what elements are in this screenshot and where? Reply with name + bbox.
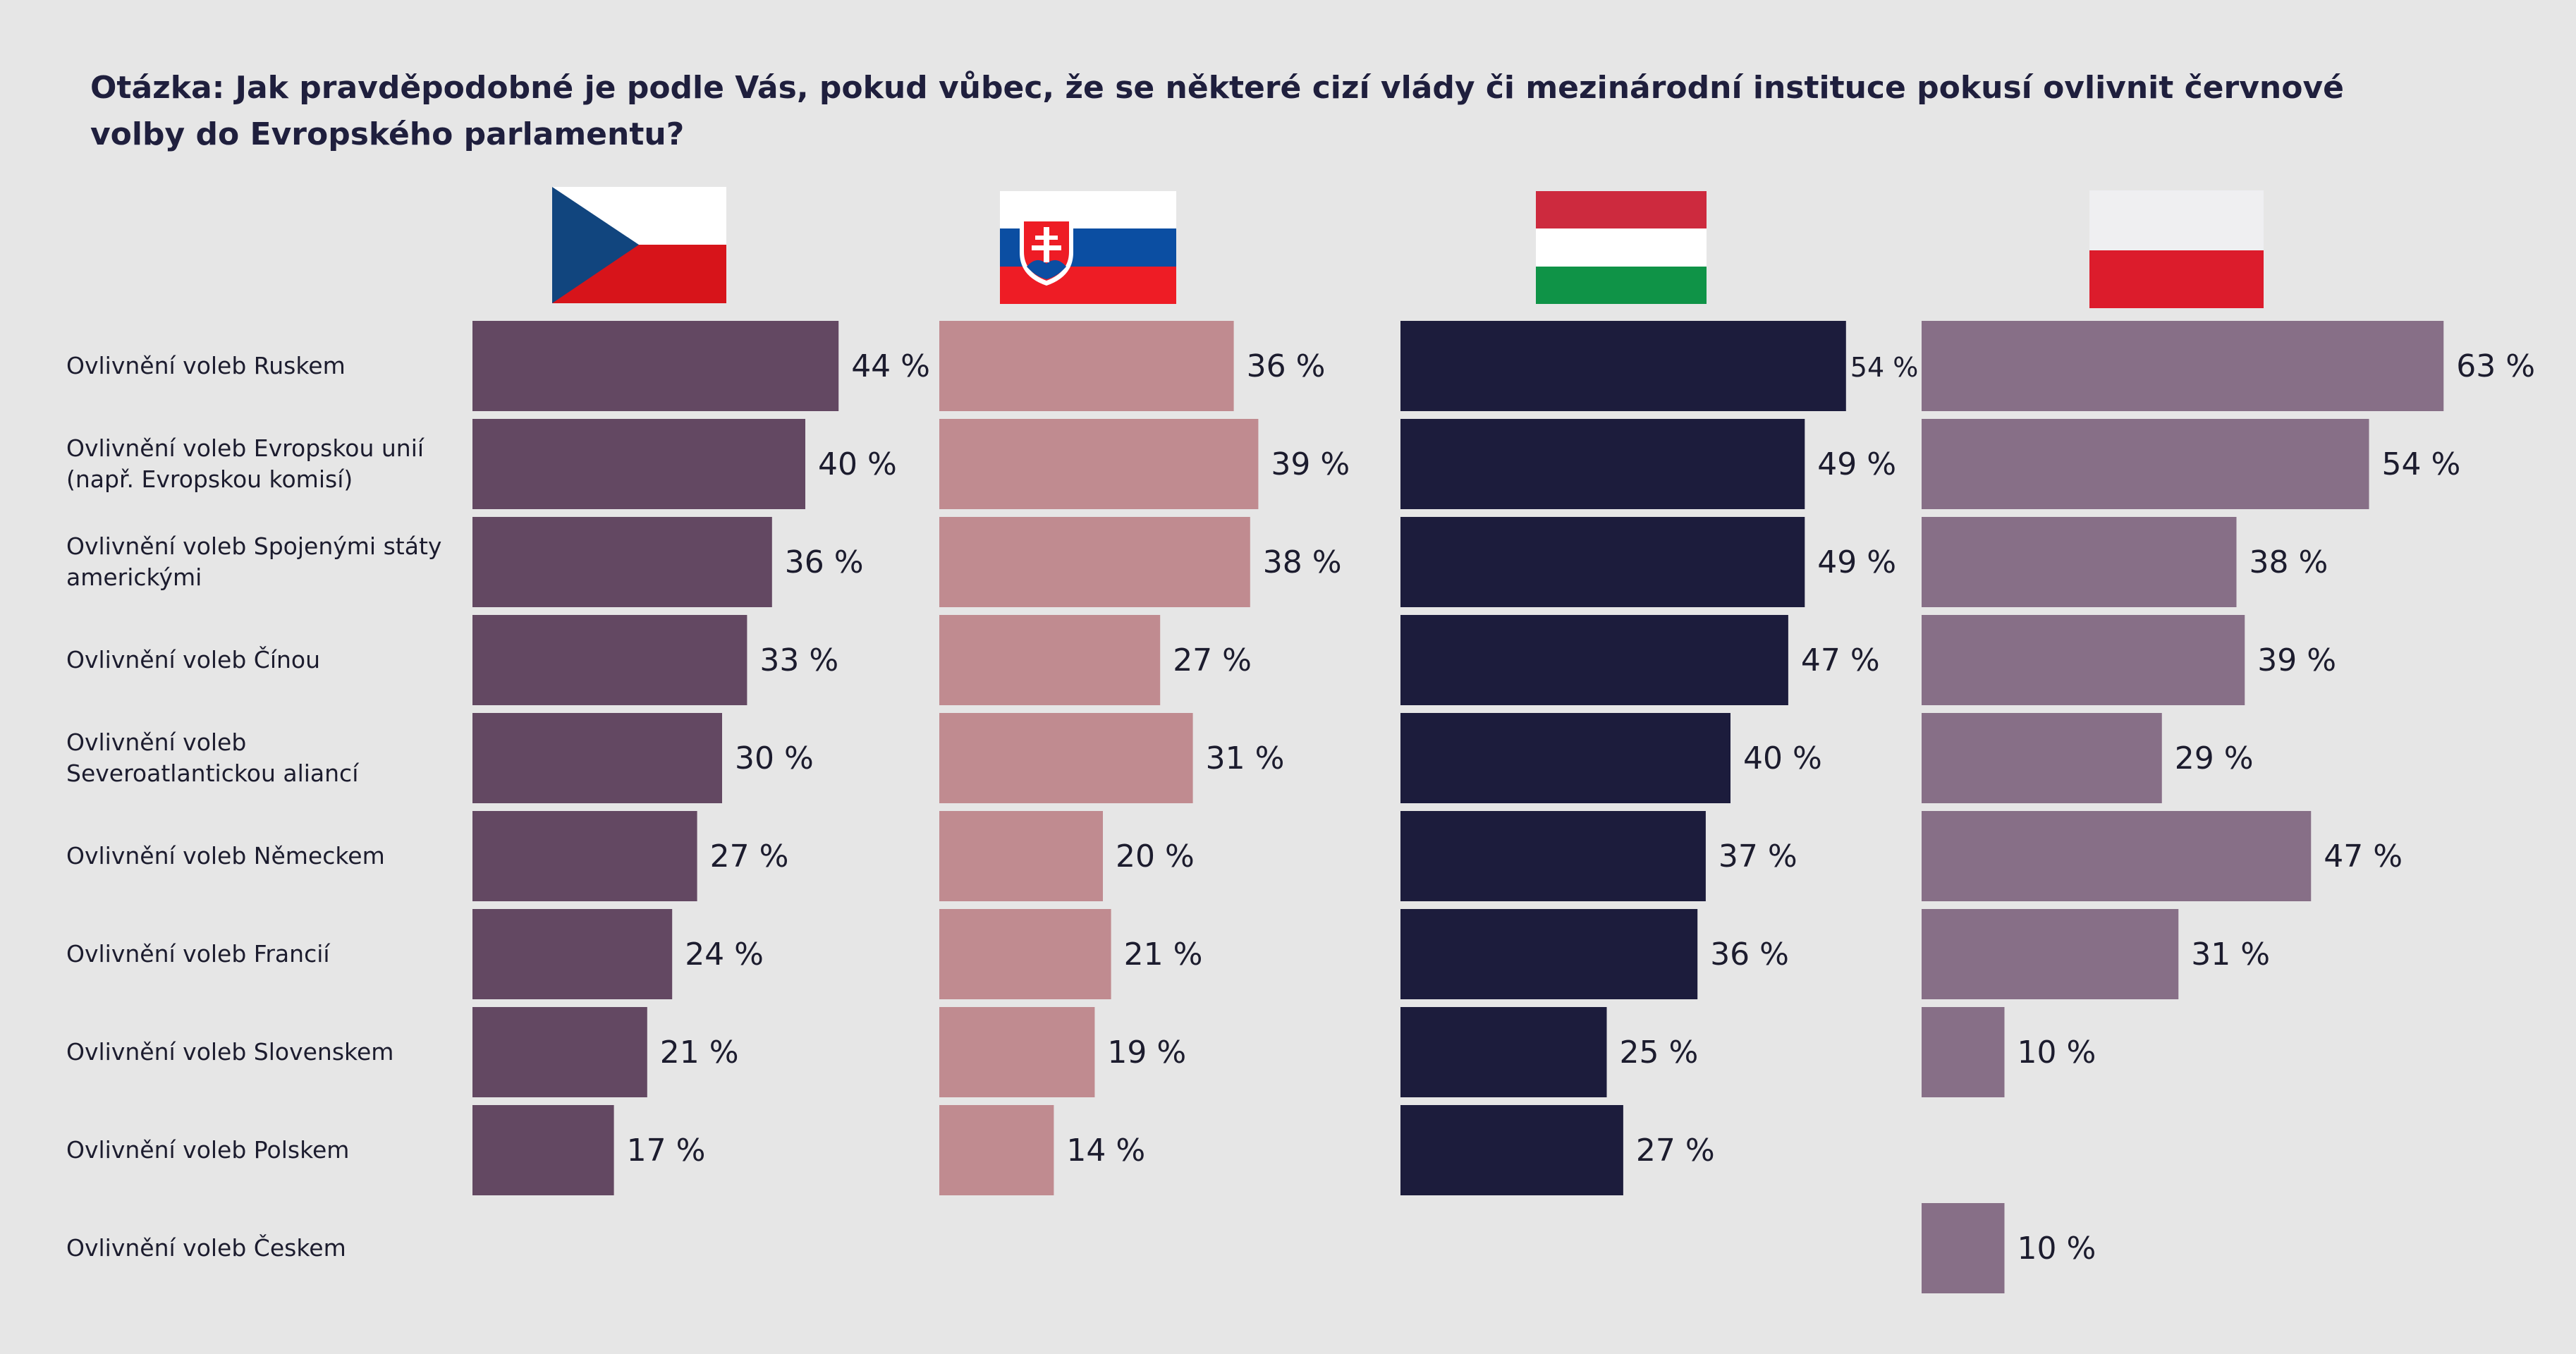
category-label: Ovlivnění voleb Polskem [66, 1136, 349, 1164]
bar [472, 615, 747, 705]
category-label: Ovlivnění voleb Čínou [66, 645, 320, 673]
value-label: 40 % [1743, 740, 1822, 776]
bar [1400, 517, 1805, 607]
country-flags [552, 187, 2264, 308]
value-label: 14 % [1066, 1133, 1145, 1169]
bar [1922, 1203, 2005, 1293]
bar [1922, 909, 2179, 999]
value-label: 54 % [1850, 352, 1919, 383]
value-label: 27 % [710, 838, 789, 874]
value-label: 49 % [1817, 544, 1896, 580]
value-label: 21 % [660, 1035, 739, 1071]
value-label: 30 % [735, 740, 814, 776]
value-label: 36 % [1710, 937, 1789, 972]
value-label: 54 % [2382, 446, 2461, 482]
category-label: Ovlivnění voleb Slovenskem [66, 1038, 393, 1066]
series-sk: 36 % 39 % 38 % 27 % 31 % 20 % 21 % 19 % 14 % [939, 321, 1350, 1195]
series-hu: 54 % 49 % 49 % 47 % 40 % 37 % 36 % 25 % 27 % [1400, 321, 1918, 1195]
bar [1922, 419, 2369, 509]
value-label: 10 % [2018, 1035, 2096, 1071]
bar [1922, 615, 2245, 705]
bars: 44 % 40 % 36 % 33 % 30 % 27 % 24 % 21 % 17 % 36 %… [472, 321, 2535, 1293]
value-label: 17 % [627, 1133, 706, 1169]
bar [1922, 517, 2237, 607]
hungarian-flag-icon [1536, 191, 1707, 304]
bar [1922, 811, 2312, 901]
bar [472, 1105, 614, 1195]
chart-title: Otázka: Jak pravděpodobné je podle Vás, … [90, 70, 2344, 152]
bar [1400, 321, 1846, 411]
value-label: 47 % [2324, 838, 2403, 874]
category-label: Ovlivnění voleb Evropskou unií (např. Evr… [66, 434, 425, 493]
category-label: Ovlivnění voleb Francií [66, 940, 331, 968]
bar [472, 1007, 647, 1097]
bar [939, 1007, 1095, 1097]
value-label: 19 % [1107, 1035, 1186, 1071]
slovak-flag-icon [1000, 191, 1176, 304]
value-label: 49 % [1817, 446, 1896, 482]
value-label: 29 % [2175, 740, 2254, 776]
value-label: 27 % [1636, 1133, 1715, 1169]
bar [1400, 909, 1698, 999]
bar [1400, 419, 1805, 509]
category-label: Ovlivnění voleb Německem [66, 842, 385, 870]
bar [939, 615, 1161, 705]
bar [1400, 1007, 1607, 1097]
value-label: 47 % [1801, 642, 1880, 678]
bar [1400, 811, 1706, 901]
bar [1400, 713, 1730, 803]
bar [1922, 321, 2444, 411]
value-label: 20 % [1116, 838, 1195, 874]
category-label: Ovlivnění voleb Ruskem [66, 352, 346, 379]
series-pl: 63 % 54 % 38 % 39 % 29 % 47 % 31 % 10 % 10 % [1922, 321, 2535, 1293]
bar [1922, 1007, 2005, 1097]
value-label: 25 % [1620, 1035, 1699, 1071]
value-label: 37 % [1719, 838, 1797, 874]
category-label: Ovlivnění voleb Českem [66, 1233, 346, 1262]
value-label: 39 % [1271, 446, 1350, 482]
bar [472, 811, 697, 901]
bar [472, 321, 839, 411]
value-label: 38 % [1263, 544, 1342, 580]
value-label: 24 % [685, 937, 764, 972]
bar [472, 517, 772, 607]
value-label: 31 % [2191, 937, 2270, 972]
czech-flag-icon [552, 187, 726, 303]
value-label: 36 % [785, 544, 864, 580]
value-label: 38 % [2250, 544, 2328, 580]
value-label: 36 % [1247, 348, 1326, 384]
bar [939, 1105, 1054, 1195]
bar [472, 419, 805, 509]
value-label: 33 % [759, 642, 838, 678]
category-label: Ovlivnění voleb Severoatlantickou aliancí [66, 728, 360, 787]
value-label: 63 % [2456, 348, 2535, 384]
category-label: Ovlivnění voleb Spojenými státy americkým… [66, 532, 441, 591]
bar [472, 909, 673, 999]
category-labels: Ovlivnění voleb Ruskem Ovlivnění voleb Ev… [66, 352, 441, 1262]
bar [939, 321, 1234, 411]
bar [939, 909, 1111, 999]
series-cz: 44 % 40 % 36 % 33 % 30 % 27 % 24 % 21 % 17 % [472, 321, 930, 1195]
bar [939, 419, 1259, 509]
value-label: 39 % [2257, 642, 2336, 678]
bar [1400, 1105, 1623, 1195]
value-label: 21 % [1124, 937, 1203, 972]
bar [939, 811, 1103, 901]
bar [1400, 615, 1788, 705]
value-label: 44 % [851, 348, 930, 384]
value-label: 10 % [2018, 1231, 2096, 1267]
value-label: 31 % [1206, 740, 1285, 776]
bar [939, 517, 1250, 607]
bar [1922, 713, 2162, 803]
bar [939, 713, 1193, 803]
polish-flag-icon [2089, 190, 2264, 308]
bar [472, 713, 722, 803]
value-label: 40 % [818, 446, 897, 482]
value-label: 27 % [1173, 642, 1252, 678]
